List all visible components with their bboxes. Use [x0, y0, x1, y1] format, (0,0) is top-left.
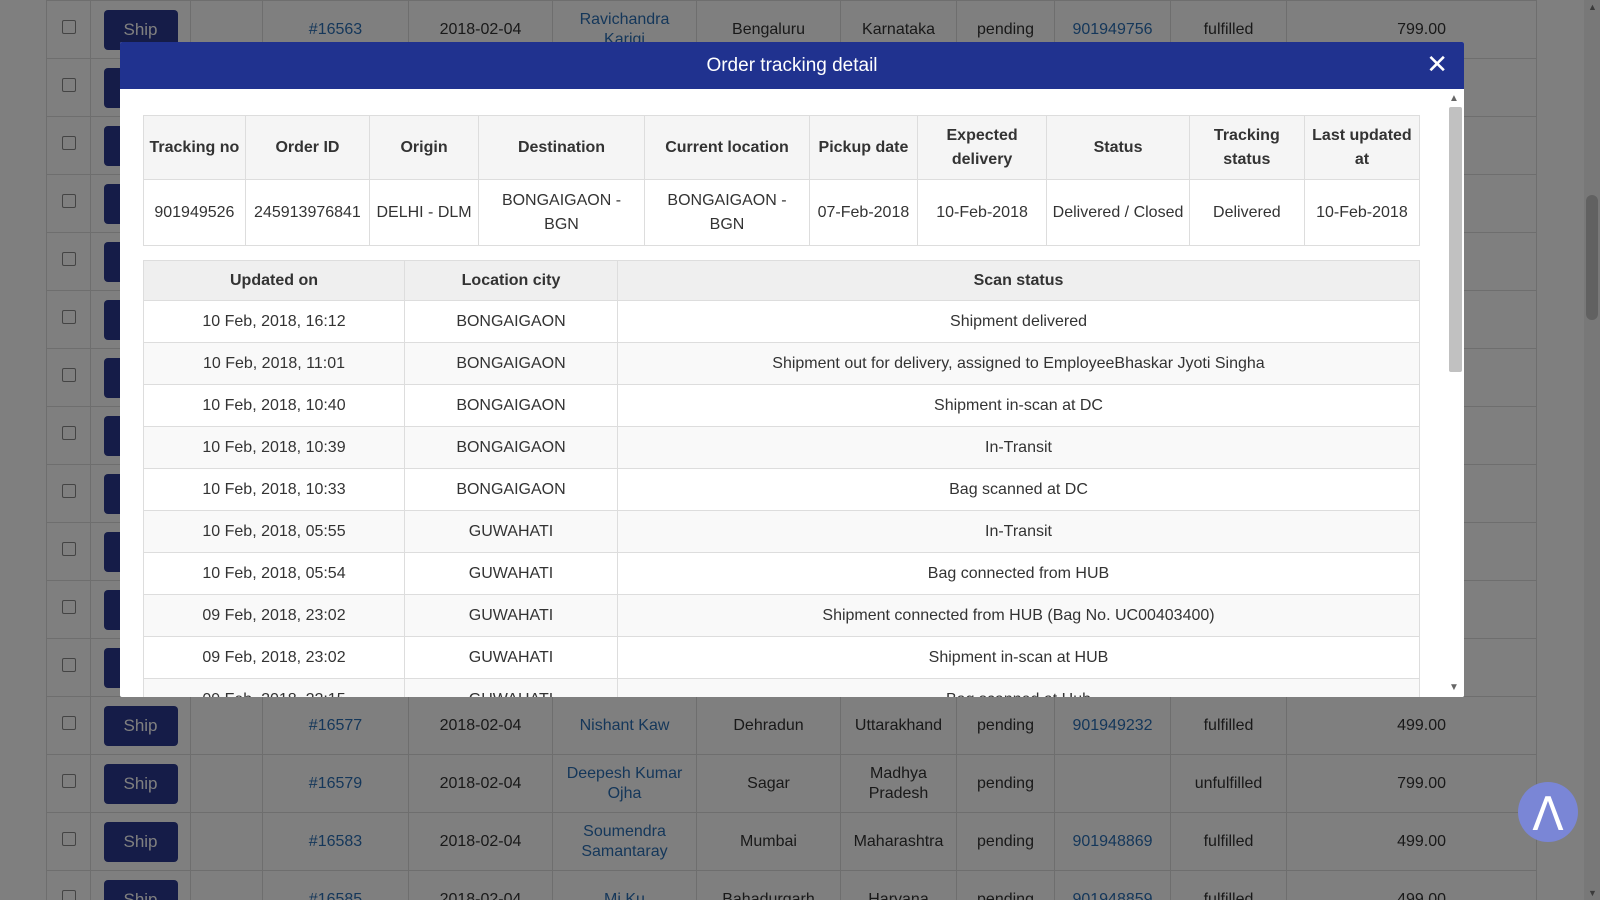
scan-location-city: GUWAHATI	[404, 678, 618, 697]
scan-location-city: GUWAHATI	[404, 552, 618, 595]
summary-value: BONGAIGAON - BGN	[644, 179, 810, 246]
summary-value: Delivered / Closed	[1046, 179, 1190, 246]
modal-scroll-up-icon[interactable]: ▲	[1449, 93, 1459, 104]
modal-scrollbar[interactable]: ▲ ▼	[1442, 89, 1464, 697]
modal-title: Order tracking detail	[706, 55, 878, 76]
summary-value: BONGAIGAON - BGN	[478, 179, 645, 246]
scan-updated-on: 10 Feb, 2018, 10:39	[143, 426, 405, 469]
order-tracking-modal: Order tracking detail ✕ Tracking no Order…	[120, 42, 1464, 697]
scan-row: 10 Feb, 2018, 10:33 BONGAIGAON Bag scanned…	[143, 468, 1420, 511]
scan-updated-on: 10 Feb, 2018, 10:40	[143, 384, 405, 427]
scan-row: 09 Feb, 2018, 22:15GUWAHATIBag scanned a…	[143, 678, 1420, 697]
scan-row: 10 Feb, 2018, 05:55 GUWAHATI In-Transit	[143, 510, 1420, 553]
scan-updated-on: 10 Feb, 2018, 16:12	[143, 300, 405, 343]
summary-header: Tracking no	[143, 115, 246, 180]
scan-header: Updated on	[143, 260, 405, 301]
scan-header: Scan status	[617, 260, 1420, 301]
scan-row: 10 Feb, 2018, 11:01 BONGAIGAON Shipment ou…	[143, 342, 1420, 385]
summary-header: Expected delivery	[916, 115, 1048, 180]
scan-updated-on: 10 Feb, 2018, 05:54	[143, 552, 405, 595]
scan-updated-on: 09 Feb, 2018, 22:15	[143, 678, 405, 697]
scan-location-city: GUWAHATI	[404, 636, 618, 679]
scan-status: Shipment in-scan at HUB	[617, 636, 1420, 679]
scan-location-city: BONGAIGAON	[404, 384, 618, 427]
summary-header: Current location	[644, 115, 810, 180]
scan-row: 10 Feb, 2018, 16:12 BONGAIGAON Shipment de…	[143, 300, 1420, 343]
scan-status: Shipment out for delivery, assigned to E…	[617, 342, 1420, 385]
scan-history-table: Updated on Location city Scan status 10 Fe…	[143, 260, 1420, 697]
modal-scrollbar-thumb[interactable]	[1449, 107, 1462, 372]
summary-header: Origin	[369, 115, 480, 180]
summary-value: 10-Feb-2018	[916, 179, 1048, 246]
scan-updated-on: 09 Feb, 2018, 23:02	[143, 594, 405, 637]
summary-value: 245913976841	[244, 179, 371, 246]
summary-value: 901949526	[143, 179, 246, 246]
scan-status: Shipment delivered	[617, 300, 1420, 343]
summary-header: Last updated at	[1303, 115, 1421, 180]
scan-location-city: BONGAIGAON	[404, 468, 618, 511]
scan-updated-on: 09 Feb, 2018, 23:02	[143, 636, 405, 679]
scan-status: Bag connected from HUB	[617, 552, 1420, 595]
tracking-summary-table: Tracking no Order ID Origin Destination Curr…	[143, 115, 1421, 246]
scan-location-city: BONGAIGAON	[404, 342, 618, 385]
summary-header: Pickup date	[808, 115, 918, 180]
scan-location-city: BONGAIGAON	[404, 426, 618, 469]
summary-header: Status	[1046, 115, 1190, 180]
scan-location-city: GUWAHATI	[404, 510, 618, 553]
scan-status: Shipment connected from HUB (Bag No. UC0…	[617, 594, 1420, 637]
summary-header: Tracking status	[1188, 115, 1305, 180]
scan-location-city: GUWAHATI	[404, 594, 618, 637]
modal-body[interactable]: Tracking no Order ID Origin Destination Curr…	[120, 89, 1464, 697]
scroll-to-top-button[interactable]: Λ	[1518, 782, 1578, 842]
scan-row: 09 Feb, 2018, 23:02 GUWAHATI Shipment conn…	[143, 594, 1420, 637]
scan-row: 10 Feb, 2018, 05:54 GUWAHATI Bag connected…	[143, 552, 1420, 595]
scan-status: Shipment in-scan at DC	[617, 384, 1420, 427]
scan-row: 10 Feb, 2018, 10:39 BONGAIGAON In-Transit	[143, 426, 1420, 469]
summary-value: Delivered	[1188, 179, 1305, 246]
close-icon[interactable]: ✕	[1426, 50, 1448, 80]
summary-value: DELHI - DLM	[369, 179, 480, 246]
scan-updated-on: 10 Feb, 2018, 05:55	[143, 510, 405, 553]
modal-scroll-down-icon[interactable]: ▼	[1449, 682, 1459, 693]
scan-row: 10 Feb, 2018, 10:40 BONGAIGAON Shipment in…	[143, 384, 1420, 427]
scan-status: Bag scanned at DC	[617, 468, 1420, 511]
summary-header: Order ID	[244, 115, 371, 180]
scan-updated-on: 10 Feb, 2018, 10:33	[143, 468, 405, 511]
scan-header: Location city	[404, 260, 618, 301]
scan-status: Bag scanned at Hub	[617, 678, 1420, 697]
summary-header: Destination	[478, 115, 645, 180]
scan-row: 09 Feb, 2018, 23:02 GUWAHATI Shipment in-s…	[143, 636, 1420, 679]
scan-status: In-Transit	[617, 510, 1420, 553]
summary-value: 07-Feb-2018	[808, 179, 918, 246]
scan-updated-on: 10 Feb, 2018, 11:01	[143, 342, 405, 385]
chevron-up-icon: Λ	[1532, 787, 1564, 841]
scan-status: In-Transit	[617, 426, 1420, 469]
scan-location-city: BONGAIGAON	[404, 300, 618, 343]
modal-header: Order tracking detail ✕	[120, 42, 1464, 89]
summary-value: 10-Feb-2018	[1303, 179, 1421, 246]
